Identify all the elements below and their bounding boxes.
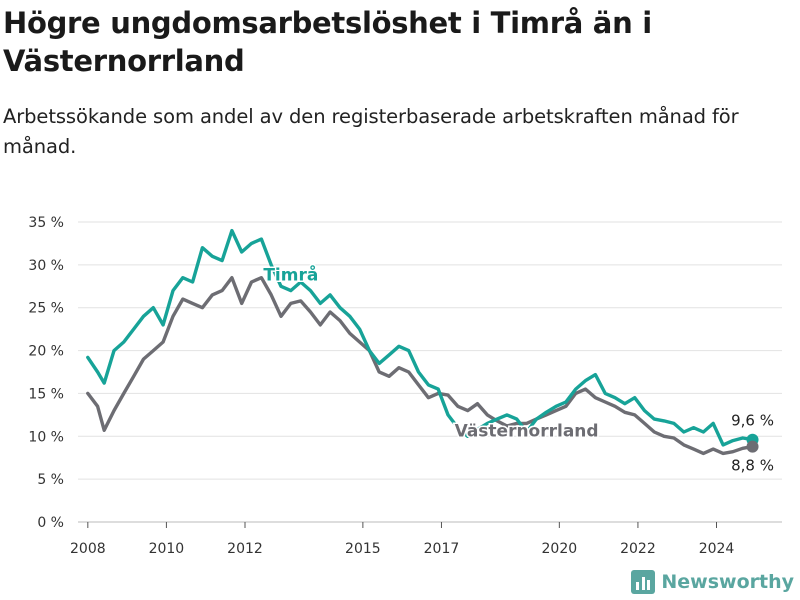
series-line-timr — [86, 228, 755, 447]
y-tick-label: 20 % — [28, 344, 64, 360]
y-tick-label: 15 % — [28, 386, 64, 402]
x-tick-label: 2008 — [70, 541, 106, 557]
x-tick-label: 2015 — [345, 541, 381, 557]
y-tick-label: 10 % — [28, 429, 64, 445]
y-tick-label: 0 % — [37, 515, 64, 531]
line-chart: 0 % 5 % 10 % 15 % 20 % 25 % 30 % 35 % 2008 2010 20… — [28, 215, 782, 557]
bar-chart-icon — [631, 570, 656, 594]
series-label: Timrå — [263, 263, 318, 285]
series-label: Västernorrland — [455, 421, 599, 441]
x-tick-label: 2017 — [424, 541, 460, 557]
x-tick-label: 2010 — [149, 541, 185, 557]
y-tick-label: 30 % — [28, 258, 64, 274]
page-title: Högre ungdomsarbetslöshet i Timrå än i V… — [3, 6, 652, 78]
x-tick-label: 2024 — [699, 541, 735, 557]
x-tick-label: 2012 — [227, 541, 263, 557]
end-point-marker — [746, 440, 759, 453]
y-tick-label: 5 % — [37, 472, 64, 488]
newsworthy-logo: Newsworthy — [631, 570, 794, 594]
page-subtitle: Arbetssökande som andel av den registerb… — [3, 105, 739, 158]
y-tick-label: 35 % — [28, 215, 64, 231]
x-tick-label: 2022 — [620, 541, 656, 557]
end-value-label: 9,6 % — [731, 412, 774, 430]
x-tick-label: 2020 — [542, 541, 578, 557]
series-line-vsternorrland — [86, 276, 755, 456]
end-value-label: 8,8 % — [731, 457, 774, 475]
brand-name: Newsworthy — [661, 571, 794, 593]
y-tick-label: 25 % — [28, 301, 64, 317]
